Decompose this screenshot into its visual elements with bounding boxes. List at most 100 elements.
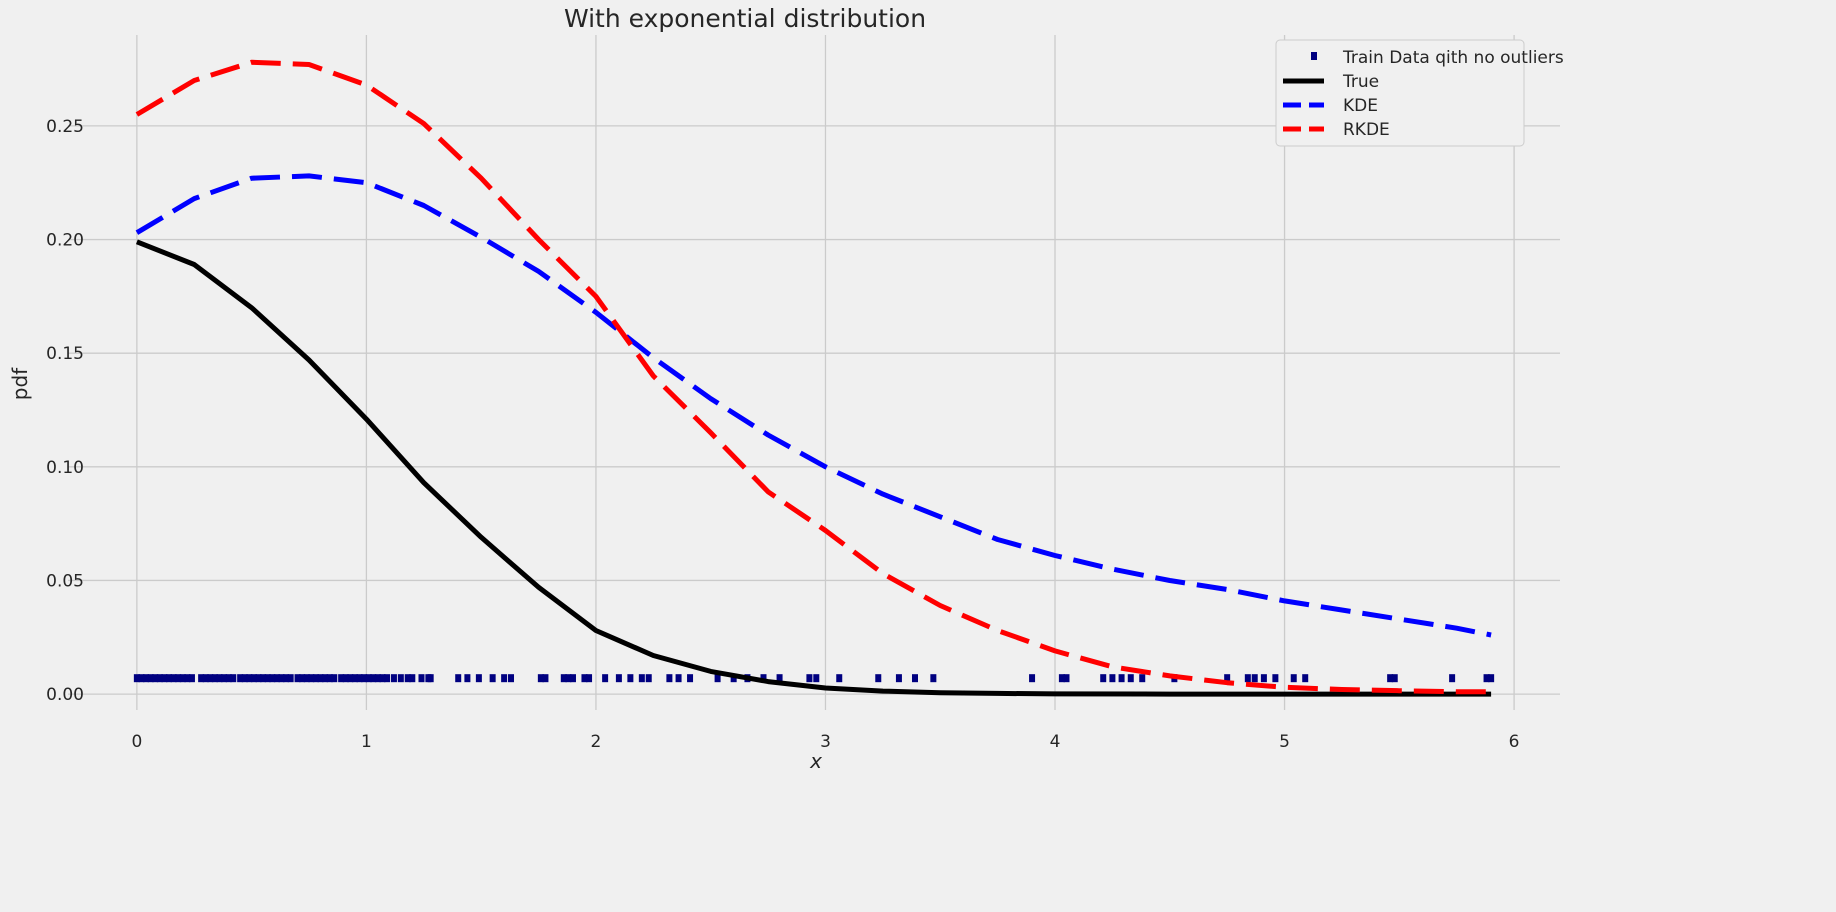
- x-tick-label: 1: [361, 732, 372, 752]
- data-point: [188, 674, 195, 683]
- y-tick-label: 0.20: [46, 231, 84, 251]
- data-point: [379, 674, 386, 683]
- data-point: [283, 674, 290, 683]
- data-point: [143, 674, 150, 683]
- data-point: [1058, 674, 1065, 683]
- x-tick-label: 0: [131, 732, 142, 752]
- data-point: [911, 674, 918, 683]
- data-point: [250, 674, 257, 683]
- data-point: [152, 674, 159, 683]
- data-point: [930, 674, 937, 683]
- series-line-rkde: [135, 59, 1492, 695]
- data-point: [338, 674, 345, 683]
- data-point: [237, 674, 244, 683]
- data-point: [836, 674, 843, 683]
- x-tick-label: 4: [1050, 732, 1061, 752]
- data-point: [404, 674, 411, 683]
- x-tick-label: 6: [1509, 732, 1520, 752]
- legend-label: KDE: [1343, 96, 1378, 116]
- data-point: [255, 674, 262, 683]
- data-point: [666, 674, 673, 683]
- data-point: [175, 674, 182, 683]
- ticks: 0 1 2 3 4 5 6 0.00 0.05 0.10 0.15 0.20 0.25: [46, 117, 1519, 752]
- data-point: [211, 674, 218, 683]
- data-point: [308, 674, 315, 683]
- data-point: [1391, 674, 1398, 683]
- data-point: [760, 674, 767, 683]
- data-point: [138, 674, 145, 683]
- data-point: [409, 674, 416, 683]
- data-point: [230, 674, 237, 683]
- data-point: [1118, 674, 1125, 683]
- data-point: [675, 674, 682, 683]
- series-line-kde: [135, 173, 1492, 638]
- data-point: [581, 674, 588, 683]
- data-point: [1109, 674, 1116, 683]
- data-point: [370, 674, 377, 683]
- x-tick-label: 5: [1279, 732, 1290, 752]
- data-point: [645, 674, 652, 683]
- data-point: [615, 674, 622, 683]
- data-point: [356, 674, 363, 683]
- data-point: [602, 674, 609, 683]
- data-point: [198, 674, 205, 683]
- data-point: [1224, 674, 1231, 683]
- data-point: [464, 674, 471, 683]
- data-point: [260, 674, 267, 683]
- data-point: [1488, 674, 1495, 683]
- data-point: [714, 674, 721, 683]
- y-tick-label: 0.15: [46, 344, 84, 364]
- legend-label: RKDE: [1343, 120, 1390, 140]
- data-point: [312, 674, 319, 683]
- data-point: [156, 674, 163, 683]
- data-point: [384, 674, 391, 683]
- data-point: [269, 674, 276, 683]
- y-tick-label: 0.25: [46, 117, 84, 137]
- data-point: [303, 674, 310, 683]
- data-point: [184, 674, 191, 683]
- data-point: [895, 674, 902, 683]
- legend-box: [1275, 39, 1525, 147]
- x-tick-label: 2: [591, 732, 602, 752]
- data-point: [569, 674, 576, 683]
- data-point: [687, 674, 694, 683]
- data-point: [565, 674, 572, 683]
- y-tick-label: 0.00: [46, 685, 84, 705]
- data-point: [374, 674, 381, 683]
- data-point: [361, 674, 368, 683]
- data-point: [776, 674, 783, 683]
- data-point: [287, 674, 294, 683]
- data-point: [542, 674, 549, 683]
- data-point: [1100, 674, 1107, 683]
- data-point: [397, 674, 404, 683]
- data-point: [489, 674, 496, 683]
- data-point: [806, 674, 813, 683]
- data-point: [207, 674, 214, 683]
- data-point: [1127, 674, 1134, 683]
- data-point: [351, 674, 358, 683]
- data-point: [326, 674, 333, 683]
- data-point: [638, 674, 645, 683]
- data-point: [427, 674, 434, 683]
- data-point: [875, 674, 882, 683]
- data-point: [342, 674, 349, 683]
- legend-marker: [1311, 52, 1317, 60]
- data-point: [455, 674, 462, 683]
- data-point: [225, 674, 232, 683]
- data-point: [202, 674, 209, 683]
- data-point: [322, 674, 329, 683]
- data-point: [586, 674, 593, 683]
- series-line-true: [135, 239, 1492, 697]
- data-point: [347, 674, 354, 683]
- legend-label: Train Data qith no outliers: [1342, 48, 1564, 68]
- data-point: [221, 674, 228, 683]
- data-point: [1260, 674, 1267, 683]
- data-point: [1302, 674, 1309, 683]
- y-tick-label: 0.05: [46, 571, 84, 591]
- data-point: [273, 674, 280, 683]
- data-point: [179, 674, 186, 683]
- data-point: [508, 674, 515, 683]
- data-point: [813, 674, 820, 683]
